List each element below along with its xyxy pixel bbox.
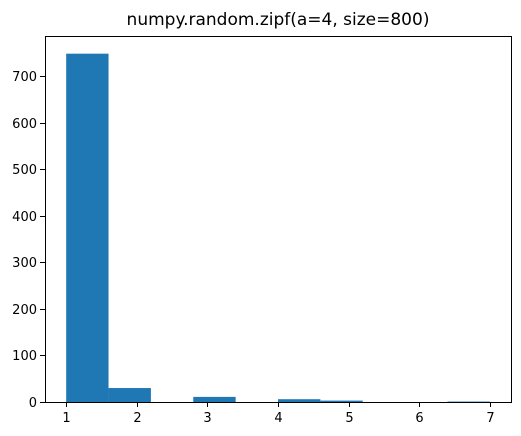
histogram-bar-6: [320, 400, 363, 402]
x-tick-label-3: 4: [274, 411, 282, 426]
histogram-bar-3: [193, 396, 236, 402]
x-tick-label-6: 7: [486, 411, 494, 426]
y-tick-label-4: 400: [12, 210, 37, 225]
histogram-bar-0: [66, 53, 109, 402]
x-axis-ticks: 1 2 3 4 5 6 7: [62, 402, 495, 426]
histogram-bar-1: [108, 388, 151, 402]
y-tick-label-0: 0: [29, 396, 37, 411]
x-tick-label-4: 5: [345, 411, 353, 426]
y-tick-label-1: 100: [12, 349, 37, 364]
bars-group: [66, 53, 490, 402]
y-tick-label-3: 300: [12, 256, 37, 271]
x-tick-label-0: 1: [62, 411, 70, 426]
y-tick-label-6: 600: [12, 117, 37, 132]
x-tick-label-2: 3: [203, 411, 211, 426]
histogram-bar-5: [278, 399, 321, 402]
y-tick-label-5: 500: [12, 163, 37, 178]
x-tick-label-1: 2: [133, 411, 141, 426]
y-axis-ticks: 0 100 200 300 400 500 600 700: [12, 70, 45, 411]
x-tick-label-5: 6: [415, 411, 423, 426]
y-tick-label-7: 700: [12, 70, 37, 85]
chart-title: numpy.random.zipf(a=4, size=800): [127, 10, 430, 30]
axes-frame: [45, 36, 512, 403]
y-tick-label-2: 200: [12, 303, 37, 318]
